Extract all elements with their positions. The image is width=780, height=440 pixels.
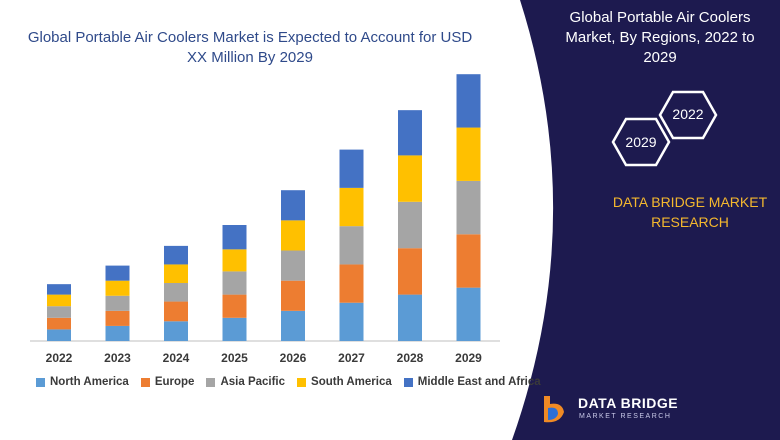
logo-subtitle: MARKET RESEARCH bbox=[579, 413, 672, 420]
x-tick-label: 2027 bbox=[338, 351, 365, 365]
legend: North America Europe Asia Pacific South … bbox=[36, 376, 541, 388]
legend-swatch-asia-pacific bbox=[206, 377, 216, 387]
hex-label-2022: 2022 bbox=[672, 106, 704, 122]
bar-segment-europe-2023 bbox=[105, 310, 130, 326]
legend-swatch-north-america bbox=[36, 377, 45, 387]
bar-segment-north-america-2025 bbox=[222, 317, 247, 341]
bar-segment-asia-pacific-2023 bbox=[105, 295, 130, 311]
bar-segment-south-america-2025 bbox=[222, 249, 247, 272]
legend-swatch-middle-east-africa bbox=[403, 377, 413, 387]
bar-segment-europe-2022 bbox=[47, 317, 71, 330]
hexagon-top bbox=[658, 90, 718, 140]
bar-segment-middle-east-and-africa-2022 bbox=[47, 284, 71, 295]
bar-segment-north-america-2024 bbox=[164, 321, 188, 341]
bar-segment-middle-east-and-africa-2023 bbox=[105, 265, 130, 281]
bar-segment-europe-2024 bbox=[164, 301, 188, 322]
bar-segment-north-america-2026 bbox=[281, 310, 305, 341]
legend-item-europe: Europe bbox=[140, 376, 195, 388]
legend-label: Asia Pacific bbox=[220, 376, 286, 388]
legend-label: South America bbox=[311, 376, 392, 388]
bar-segment-south-america-2022 bbox=[47, 294, 71, 307]
sidebar-title: Global Portable Air Coolers Market, By R… bbox=[565, 9, 755, 66]
bar-segment-europe-2025 bbox=[222, 294, 247, 318]
bar-segment-south-america-2026 bbox=[281, 220, 305, 251]
bar-segment-asia-pacific-2029 bbox=[456, 180, 481, 235]
bar-segment-north-america-2022 bbox=[47, 329, 71, 341]
bar-segment-asia-pacific-2025 bbox=[222, 271, 247, 295]
x-tick-label: 2024 bbox=[163, 351, 190, 365]
bar-segment-south-america-2023 bbox=[105, 280, 130, 296]
hexagon-bottom bbox=[611, 117, 671, 167]
bar-segment-asia-pacific-2027 bbox=[339, 226, 364, 265]
bar-segment-europe-2029 bbox=[456, 234, 481, 288]
bar-segment-north-america-2028 bbox=[398, 294, 422, 341]
bar-segment-middle-east-and-africa-2025 bbox=[222, 225, 247, 250]
bar-segment-south-america-2028 bbox=[398, 155, 422, 202]
bars-group bbox=[47, 74, 481, 341]
bar-segment-north-america-2029 bbox=[456, 287, 481, 341]
legend-item-south-america: South America bbox=[297, 376, 392, 388]
legend-label: North America bbox=[50, 376, 129, 388]
brand-text: DATA BRIDGE MARKET RESEARCH bbox=[612, 194, 768, 230]
legend-item-middle-east-africa: Middle East and Africa bbox=[403, 376, 541, 388]
bar-segment-middle-east-and-africa-2027 bbox=[339, 149, 364, 188]
x-tick-label: 2029 bbox=[455, 351, 482, 365]
bar-segment-north-america-2023 bbox=[105, 325, 130, 341]
bar-segment-asia-pacific-2028 bbox=[398, 201, 422, 249]
bar-segment-north-america-2027 bbox=[339, 302, 364, 341]
bar-segment-south-america-2024 bbox=[164, 264, 188, 283]
hex-label-2029: 2029 bbox=[625, 134, 657, 150]
bar-segment-middle-east-and-africa-2026 bbox=[281, 190, 305, 221]
legend-label: Europe bbox=[154, 376, 195, 388]
x-tick-label: 2026 bbox=[280, 351, 307, 365]
legend-item-north-america: North America bbox=[36, 376, 129, 388]
bar-segment-middle-east-and-africa-2029 bbox=[456, 74, 481, 128]
bar-segment-asia-pacific-2026 bbox=[281, 250, 305, 281]
x-tick-labels: 2022 2023 2024 2025 2026 2027 2028 2029 bbox=[46, 351, 483, 365]
legend-label: Middle East and Africa bbox=[417, 376, 541, 388]
bar-segment-south-america-2027 bbox=[339, 187, 364, 227]
bar-segment-asia-pacific-2022 bbox=[47, 306, 71, 318]
legend-swatch-south-america bbox=[297, 377, 307, 387]
bar-segment-europe-2026 bbox=[281, 280, 305, 311]
bar-segment-europe-2028 bbox=[398, 248, 422, 295]
logo-name: DATA BRIDGE bbox=[578, 395, 679, 411]
bar-segment-south-america-2029 bbox=[456, 127, 481, 181]
bar-segment-middle-east-and-africa-2024 bbox=[164, 245, 188, 265]
x-tick-label: 2023 bbox=[104, 351, 131, 365]
x-tick-label: 2022 bbox=[46, 351, 73, 365]
legend-swatch-europe bbox=[140, 377, 150, 387]
bar-segment-europe-2027 bbox=[339, 264, 364, 303]
x-tick-label: 2028 bbox=[397, 351, 424, 365]
legend-item-asia-pacific: Asia Pacific bbox=[206, 376, 285, 388]
bar-segment-middle-east-and-africa-2028 bbox=[398, 110, 422, 156]
x-tick-label: 2025 bbox=[221, 351, 248, 365]
bar-segment-asia-pacific-2024 bbox=[164, 283, 188, 302]
chart-title: Global Portable Air Coolers Market is Ex… bbox=[27, 29, 473, 66]
data-bridge-logo-icon bbox=[544, 396, 564, 423]
